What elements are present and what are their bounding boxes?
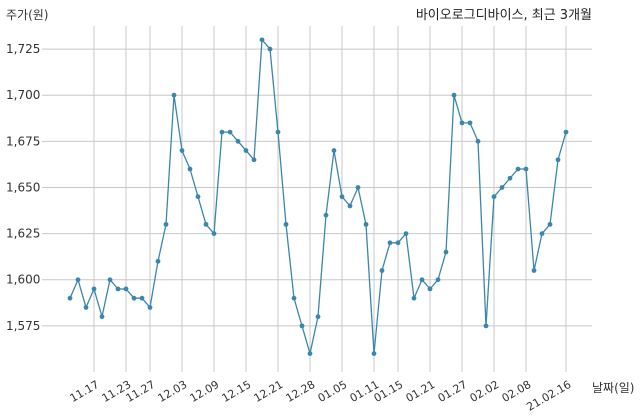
data-point (515, 166, 521, 172)
y-tick-label: 1,725 (6, 42, 40, 56)
price-series (67, 37, 569, 356)
data-point (83, 305, 89, 310)
data-point (555, 157, 561, 163)
data-point (523, 166, 529, 172)
data-point (147, 305, 153, 310)
x-axis-label: 날짜(일) (592, 381, 634, 395)
x-tick-label: 01.05 (316, 378, 350, 405)
x-tick-label: 01.21 (404, 378, 438, 405)
data-point (67, 295, 73, 301)
data-point (507, 175, 513, 181)
data-point (427, 286, 433, 292)
data-point (363, 221, 369, 227)
x-tick-label: 12.21 (252, 378, 286, 405)
data-point (267, 46, 273, 52)
y-tick-labels: 1,575 1,600 1,625 1,650 1,675 1,700 1,725 (6, 42, 40, 333)
data-point (75, 277, 81, 283)
data-point (435, 277, 441, 283)
y-tick-label: 1,575 (6, 319, 40, 333)
data-point (179, 148, 185, 153)
data-point (155, 258, 161, 264)
data-point (283, 221, 289, 227)
data-point (211, 231, 217, 237)
grid-lines (42, 26, 592, 372)
data-point (491, 194, 497, 200)
data-point (339, 194, 345, 200)
x-tick-label: 02.02 (468, 378, 502, 405)
data-point (251, 157, 257, 163)
x-tick-label: 11.17 (68, 378, 102, 405)
data-point (115, 286, 121, 292)
y-tick-label: 1,625 (6, 227, 40, 241)
data-point (243, 148, 249, 153)
y-tick-label: 1,650 (6, 180, 40, 194)
data-point (171, 92, 177, 98)
data-point (203, 221, 209, 227)
data-point (443, 249, 449, 255)
data-point (355, 185, 361, 190)
x-tick-label: 01.27 (436, 378, 470, 405)
data-point (227, 129, 233, 135)
data-point (379, 268, 385, 273)
data-point (403, 231, 409, 237)
x-tick-labels: 11.1711.2311.2712.0312.0912.1512.2112.28… (68, 378, 574, 414)
y-tick-label: 1,600 (6, 273, 40, 287)
data-point (307, 351, 313, 356)
data-point (91, 286, 97, 292)
data-point (107, 277, 113, 283)
data-point (419, 277, 425, 283)
x-tick-label: 12.28 (284, 378, 318, 405)
data-point (483, 323, 489, 329)
data-point (371, 351, 377, 356)
data-point (451, 92, 457, 98)
data-point (467, 120, 473, 126)
data-point (123, 286, 129, 292)
data-point (99, 314, 105, 320)
x-tick-label: 21.02.16 (524, 378, 573, 414)
data-point (259, 37, 265, 43)
data-point (539, 231, 545, 237)
y-tick-label: 1,700 (6, 88, 40, 102)
x-tick-label: 12.15 (220, 378, 254, 405)
data-point (331, 148, 337, 153)
data-point (131, 295, 137, 301)
x-tick-label: 12.09 (188, 378, 222, 405)
y-axis-label: 주가(원) (6, 8, 48, 22)
series-line (69, 39, 567, 355)
data-point (291, 295, 297, 301)
data-point (395, 240, 401, 246)
data-point (459, 120, 465, 126)
data-point (235, 138, 241, 144)
data-point (163, 221, 169, 227)
data-point (187, 166, 193, 172)
chart-title: 바이오로그디바이스, 최근 3개월 (416, 8, 592, 23)
data-point (219, 129, 225, 135)
data-point (547, 221, 553, 227)
data-point (275, 129, 281, 135)
y-tick-label: 1,675 (6, 134, 40, 148)
data-point (411, 295, 417, 301)
data-point (563, 129, 569, 135)
data-point (347, 203, 353, 209)
data-point (475, 138, 481, 144)
data-point (195, 194, 201, 200)
data-point (299, 323, 305, 329)
data-point (531, 268, 537, 273)
data-point (387, 240, 393, 246)
data-point (315, 314, 321, 320)
x-tick-label: 12.03 (156, 378, 190, 405)
data-point (139, 295, 145, 301)
data-point (323, 212, 329, 218)
data-point (499, 185, 505, 190)
